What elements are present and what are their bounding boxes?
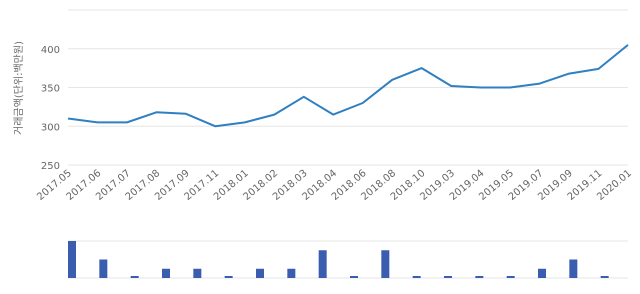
bar [600, 276, 609, 278]
bar [224, 276, 233, 278]
bar [412, 276, 421, 278]
y-tick-label: 400 [41, 45, 60, 56]
bar [569, 259, 578, 278]
bar [538, 268, 546, 278]
bar [318, 250, 327, 278]
bar [287, 268, 296, 278]
bar [162, 268, 170, 278]
bar [193, 268, 202, 278]
bar [475, 276, 484, 278]
y-tick-label: 300 [41, 122, 60, 133]
bar [99, 259, 108, 278]
bar [256, 268, 264, 278]
bar [68, 241, 76, 278]
bar [444, 276, 452, 278]
bar [130, 276, 139, 278]
line-series [67, 44, 629, 128]
bar [350, 276, 358, 278]
bar [506, 276, 515, 278]
y-tick-label: 350 [41, 84, 60, 95]
bar [381, 250, 390, 278]
y-tick-label: 250 [41, 161, 60, 172]
y-axis-label: 거래금액(단위:백만원) [12, 41, 25, 135]
